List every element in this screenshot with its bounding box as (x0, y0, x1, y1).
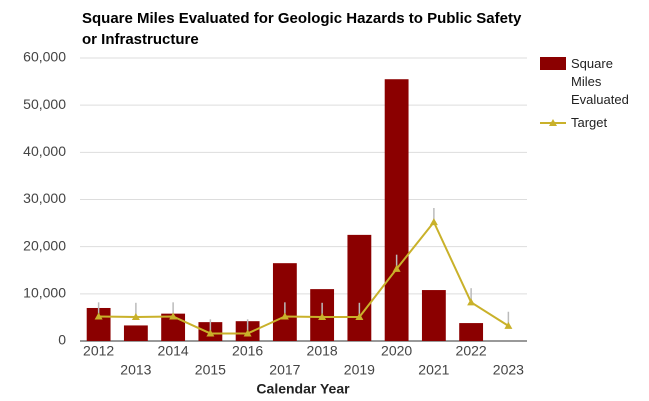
y-tick-label: 60,000 (23, 49, 66, 65)
x-tick-label: 2017 (269, 362, 300, 378)
marker (504, 321, 513, 329)
marker (131, 312, 140, 320)
legend-label: Square Miles Evaluated (571, 56, 629, 107)
marker (429, 218, 438, 226)
legend-label: Target (571, 115, 608, 130)
x-tick-label: 2018 (307, 343, 338, 359)
y-tick-label: 10,000 (23, 285, 66, 301)
y-tick-label: 50,000 (23, 96, 66, 112)
bar (384, 79, 409, 341)
x-tick-label: 2019 (344, 362, 375, 378)
x-tick-label: 2014 (158, 343, 189, 359)
legend-swatch (549, 119, 557, 126)
marker (169, 312, 178, 320)
x-tick-label: 2016 (232, 343, 263, 359)
bar (459, 323, 484, 341)
x-tick-label: 2020 (381, 343, 412, 359)
marker (243, 329, 252, 337)
bar (421, 290, 446, 341)
x-tick-label: 2015 (195, 362, 226, 378)
x-tick-label: 2012 (83, 343, 114, 359)
x-axis-title: Calendar Year (256, 381, 350, 397)
y-tick-label: 30,000 (23, 190, 66, 206)
y-tick-label: 0 (58, 332, 66, 348)
x-tick-label: 2021 (418, 362, 449, 378)
marker (94, 312, 103, 320)
y-tick-label: 40,000 (23, 143, 66, 159)
marker (280, 312, 289, 320)
x-tick-label: 2013 (120, 362, 151, 378)
chart-title: Square Miles Evaluated for Geologic Haza… (82, 10, 522, 48)
marker (318, 312, 327, 320)
bar (347, 234, 372, 341)
marker (355, 312, 364, 320)
line (98, 220, 509, 335)
x-tick-label: 2023 (493, 362, 524, 378)
bar (161, 313, 186, 341)
legend-swatch (540, 57, 566, 70)
marker (392, 264, 401, 272)
marker (467, 298, 476, 306)
y-tick-label: 20,000 (23, 237, 66, 253)
bar (272, 263, 297, 341)
bar (123, 325, 148, 341)
marker (206, 329, 215, 337)
x-tick-label: 2022 (456, 343, 487, 359)
